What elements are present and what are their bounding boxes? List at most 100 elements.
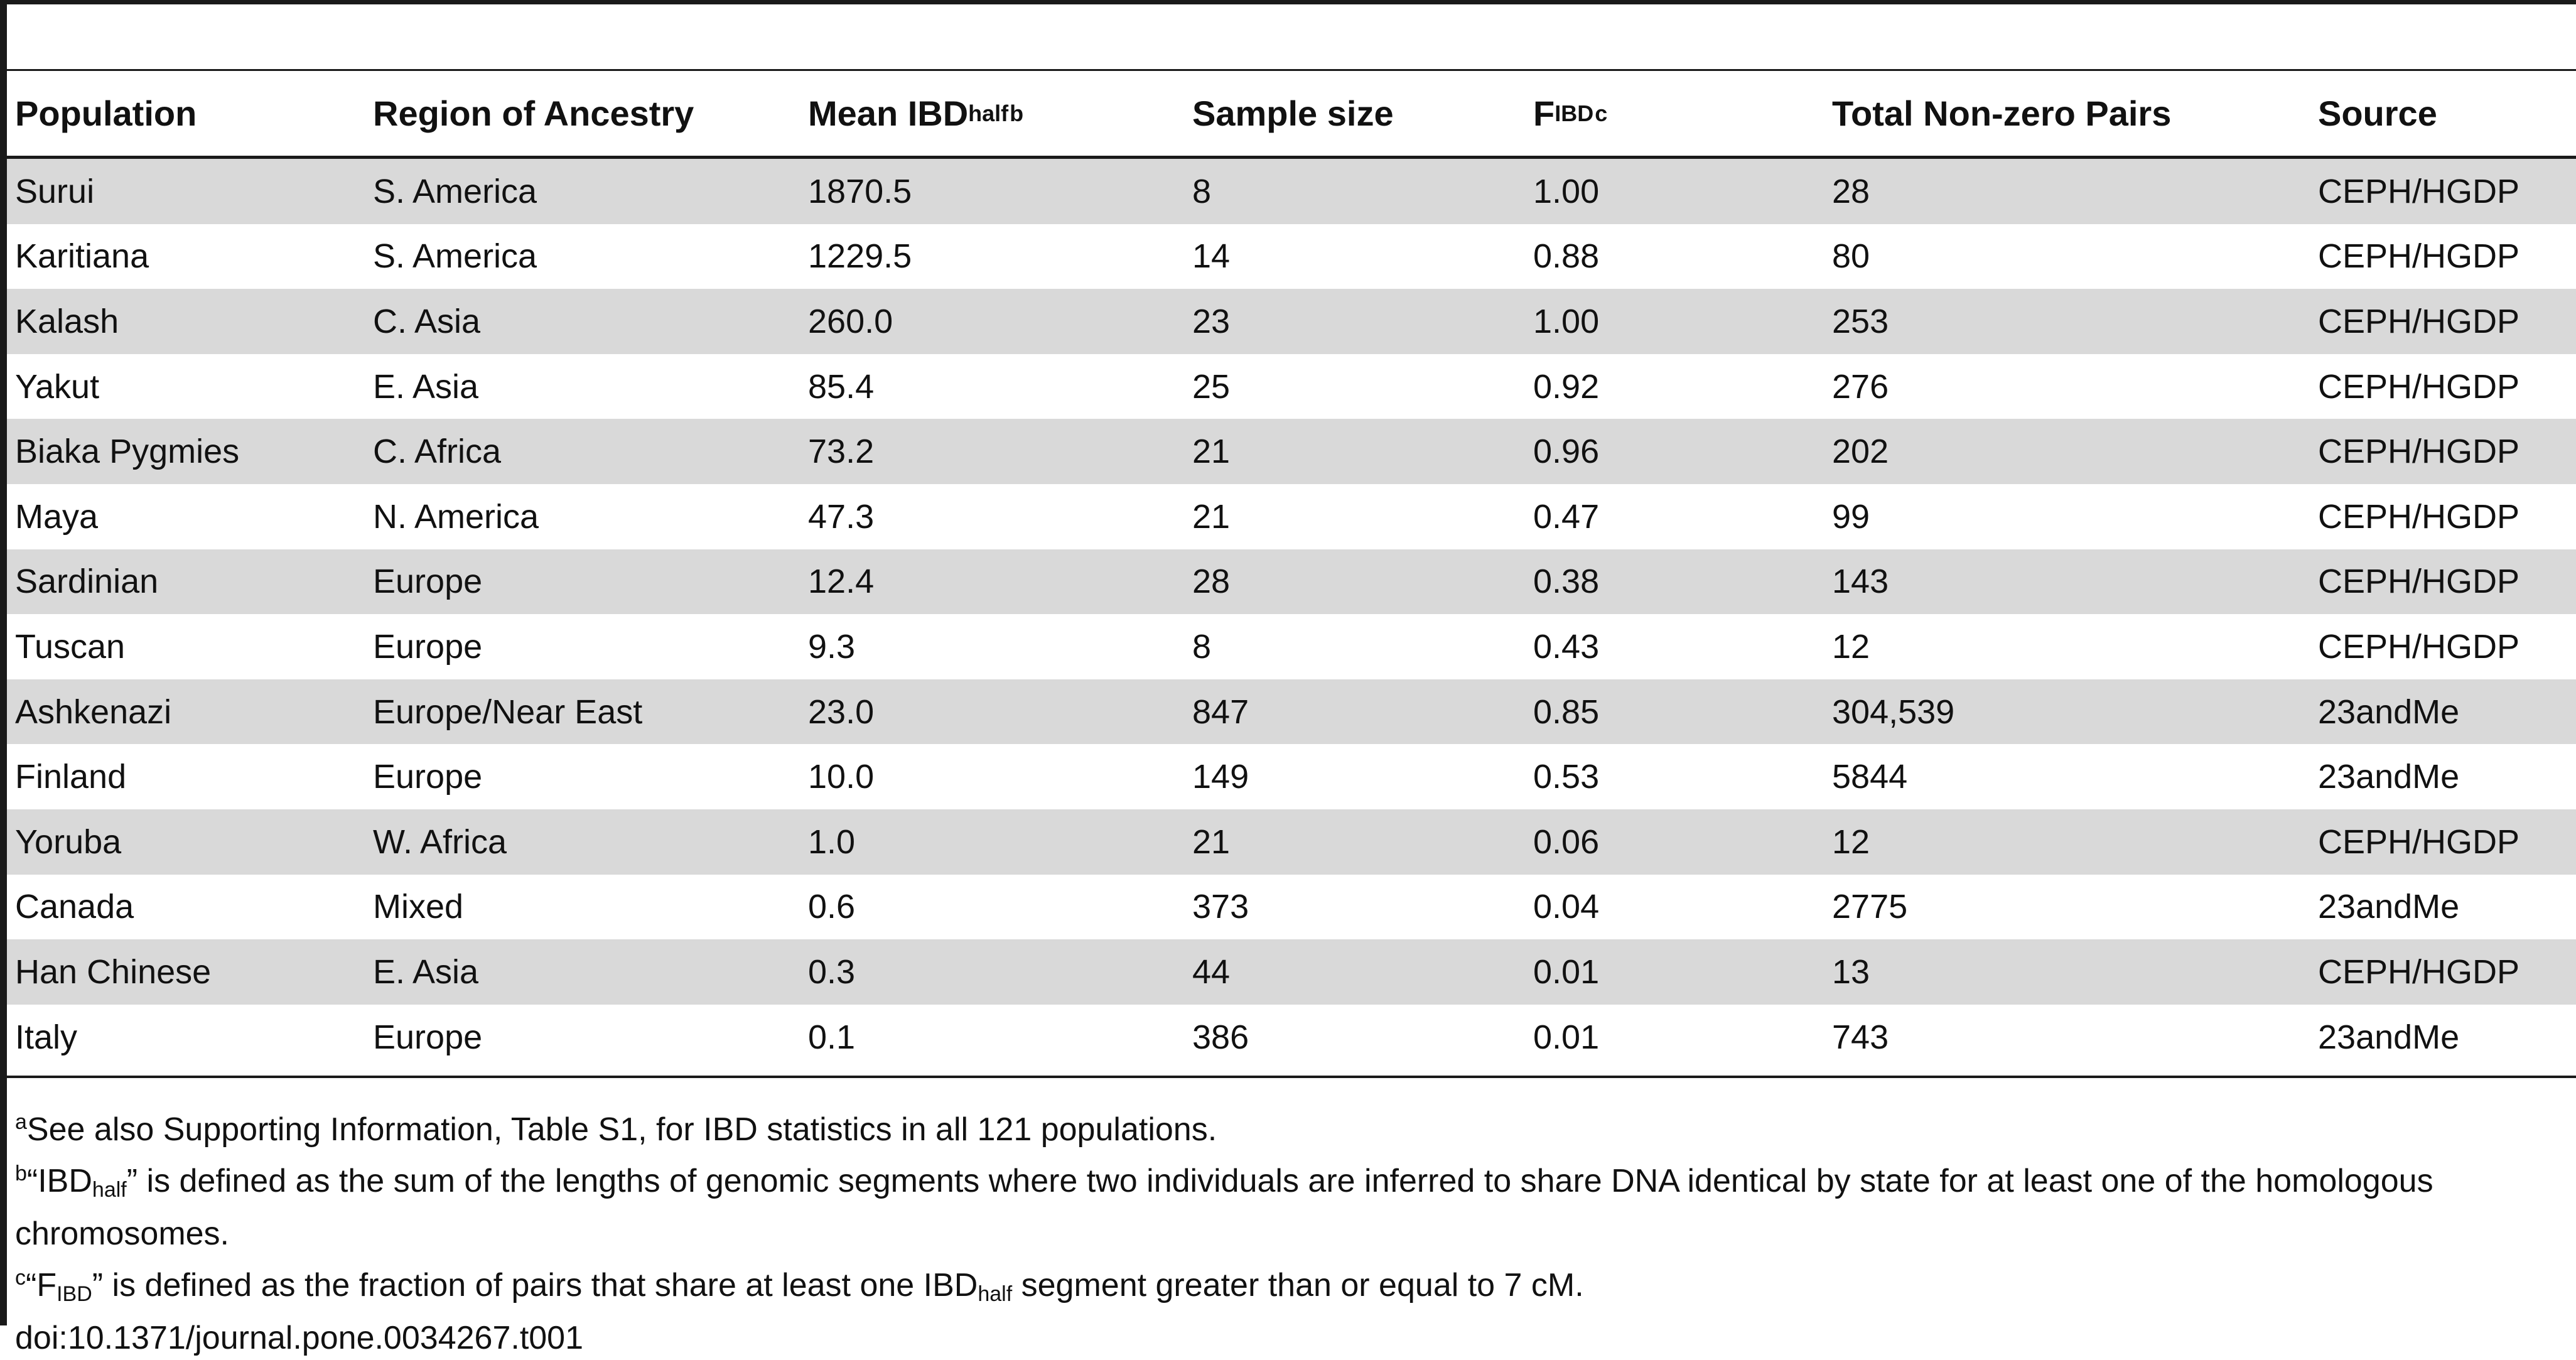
cell-total-pairs: 143 (1832, 563, 1889, 601)
cell-region: Europe (373, 563, 483, 601)
cell-source: CEPH/HGDP (2318, 497, 2520, 536)
header-top-rule (7, 69, 2576, 71)
cell-fibd: 0.06 (1533, 823, 1600, 861)
cell-region: E. Asia (373, 367, 479, 406)
header-source: Source (2318, 94, 2437, 133)
cell-source: CEPH/HGDP (2318, 433, 2520, 471)
cell-fibd: 0.96 (1533, 433, 1600, 471)
cell-region: Europe (373, 627, 483, 666)
cell-total-pairs: 13 (1832, 953, 1870, 991)
table-row: Han Chinese E. Asia 0.3 44 0.01 13 CEPH/HGDP (7, 939, 2576, 1005)
table-row: Italy Europe 0.1 386 0.01 743 23andMe (7, 1005, 2576, 1070)
cell-source: CEPH/HGDP (2318, 172, 2520, 210)
cell-sample-size: 21 (1192, 823, 1231, 861)
table-row: Canada Mixed 0.6 373 0.04 2775 23andMe (7, 875, 2576, 940)
cell-sample-size: 25 (1192, 367, 1231, 406)
cell-region: Europe (373, 758, 483, 796)
cell-source: 23andMe (2318, 1018, 2460, 1056)
cell-sample-size: 149 (1192, 758, 1249, 796)
doi-line: doi:10.1371/journal.pone.0034267.t001 (15, 1320, 584, 1356)
header-fibd: F IBD c (1533, 94, 1608, 133)
table-row: Ashkenazi Europe/Near East 23.0 847 0.85 304,… (7, 679, 2576, 745)
cell-fibd: 0.88 (1533, 237, 1600, 276)
cell-mean-ibd: 73.2 (808, 433, 875, 471)
cell-total-pairs: 2775 (1832, 888, 1908, 926)
top-rule (7, 0, 2576, 4)
cell-population: Tuscan (15, 627, 126, 666)
cell-sample-size: 21 (1192, 497, 1231, 536)
cell-population: Finland (15, 758, 127, 796)
cell-total-pairs: 12 (1832, 627, 1870, 666)
cell-sample-size: 23 (1192, 302, 1231, 340)
cell-source: CEPH/HGDP (2318, 237, 2520, 276)
cell-population: Karitiana (15, 237, 149, 276)
cell-region: N. America (373, 497, 539, 536)
cell-region: Europe (373, 1018, 483, 1056)
cell-mean-ibd: 85.4 (808, 367, 875, 406)
cell-population: Yoruba (15, 823, 122, 861)
cell-region: Mixed (373, 888, 464, 926)
cell-sample-size: 28 (1192, 563, 1231, 601)
cell-population: Kalash (15, 302, 119, 340)
cell-fibd: 0.85 (1533, 693, 1600, 731)
table-row: Biaka Pygmies C. Africa 73.2 21 0.96 202 CEPH/… (7, 419, 2576, 484)
cell-fibd: 0.01 (1533, 1018, 1600, 1056)
cell-population: Maya (15, 497, 99, 536)
cell-source: CEPH/HGDP (2318, 627, 2520, 666)
header-mean-ibd: Mean IBD half b (808, 94, 1024, 133)
cell-region: E. Asia (373, 953, 479, 991)
cell-population: Canada (15, 888, 134, 926)
cell-region: C. Asia (373, 302, 481, 340)
cell-region: W. Africa (373, 823, 507, 861)
cell-sample-size: 21 (1192, 433, 1231, 471)
cell-total-pairs: 80 (1832, 237, 1870, 276)
cell-source: CEPH/HGDP (2318, 302, 2520, 340)
header-region: Region of Ancestry (373, 94, 694, 133)
cell-mean-ibd: 10.0 (808, 758, 875, 796)
cell-mean-ibd: 47.3 (808, 497, 875, 536)
table-row: Yakut E. Asia 85.4 25 0.92 276 CEPH/HGDP (7, 354, 2576, 419)
cell-sample-size: 8 (1192, 172, 1212, 210)
cell-fibd: 1.00 (1533, 172, 1600, 210)
cell-mean-ibd: 1.0 (808, 823, 856, 861)
cell-population: Yakut (15, 367, 100, 406)
cell-source: 23andMe (2318, 888, 2460, 926)
footnotes: aSee also Supporting Information, Table … (15, 1100, 2552, 1360)
cell-population: Biaka Pygmies (15, 433, 240, 471)
cell-mean-ibd: 1870.5 (808, 172, 912, 210)
cell-population: Ashkenazi (15, 693, 172, 731)
cell-sample-size: 14 (1192, 237, 1231, 276)
table-row: Karitiana S. America 1229.5 14 0.88 80 CEPH/HG… (7, 224, 2576, 289)
cell-total-pairs: 5844 (1832, 758, 1908, 796)
cell-population: Italy (15, 1018, 78, 1056)
table-row: Finland Europe 10.0 149 0.53 5844 23andMe (7, 744, 2576, 809)
cell-fibd: 0.01 (1533, 953, 1600, 991)
table-row: Kalash C. Asia 260.0 23 1.00 253 CEPH/HGDP (7, 289, 2576, 354)
footnote-b: b“IBDhalf” is defined as the sum of the … (15, 1162, 2433, 1252)
table-bottom-rule (7, 1076, 2576, 1078)
cell-total-pairs: 253 (1832, 302, 1889, 340)
table-row: Surui S. America 1870.5 8 1.00 28 CEPH/HGDP (7, 159, 2576, 224)
cell-source: CEPH/HGDP (2318, 823, 2520, 861)
cell-fibd: 0.38 (1533, 563, 1600, 601)
cell-population: Surui (15, 172, 95, 210)
cell-total-pairs: 202 (1832, 433, 1889, 471)
table-row: Maya N. America 47.3 21 0.47 99 CEPH/HGDP (7, 484, 2576, 549)
cell-total-pairs: 28 (1832, 172, 1870, 210)
cell-mean-ibd: 260.0 (808, 302, 893, 340)
cell-mean-ibd: 0.1 (808, 1018, 856, 1056)
table-row: Yoruba W. Africa 1.0 21 0.06 12 CEPH/HGDP (7, 809, 2576, 875)
cell-total-pairs: 99 (1832, 497, 1870, 536)
cell-fibd: 0.92 (1533, 367, 1600, 406)
cell-source: 23andMe (2318, 693, 2460, 731)
footnote-a: aSee also Supporting Information, Table … (15, 1110, 1217, 1148)
cell-sample-size: 8 (1192, 627, 1212, 666)
cell-sample-size: 386 (1192, 1018, 1249, 1056)
header-population: Population (15, 94, 197, 133)
cell-region: Europe/Near East (373, 693, 643, 731)
cell-region: S. America (373, 237, 537, 276)
cell-total-pairs: 743 (1832, 1018, 1889, 1056)
header-bottom-rule (7, 156, 2576, 159)
table-row: Tuscan Europe 9.3 8 0.43 12 CEPH/HGDP (7, 614, 2576, 679)
header-total-pairs: Total Non-zero Pairs (1832, 94, 2172, 133)
